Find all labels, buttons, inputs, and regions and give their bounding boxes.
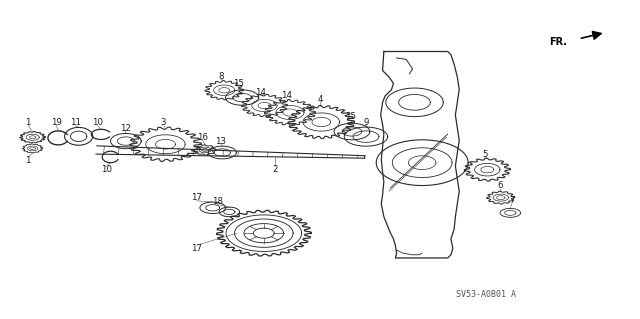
Text: 16: 16: [197, 133, 208, 142]
Text: 1: 1: [26, 156, 31, 165]
Text: SV53-A0B01 A: SV53-A0B01 A: [456, 290, 516, 299]
Text: 4: 4: [317, 95, 323, 104]
Text: 15: 15: [233, 79, 244, 88]
Text: 5: 5: [482, 150, 488, 159]
Text: 13: 13: [216, 137, 227, 145]
Text: 10: 10: [92, 118, 103, 127]
Text: FR.: FR.: [549, 37, 567, 47]
Text: 8: 8: [218, 72, 224, 81]
Text: 7: 7: [509, 196, 515, 205]
Text: 12: 12: [120, 124, 131, 133]
Text: 14: 14: [255, 88, 266, 97]
Text: 9: 9: [364, 117, 369, 127]
Text: 3: 3: [161, 118, 166, 127]
Text: 1: 1: [26, 118, 31, 127]
Text: 17: 17: [191, 193, 202, 202]
Text: 6: 6: [497, 181, 503, 190]
Text: 14: 14: [282, 92, 292, 100]
Text: 15: 15: [345, 112, 356, 121]
Text: 10: 10: [100, 165, 111, 174]
Text: 19: 19: [51, 118, 61, 127]
Text: 2: 2: [273, 165, 278, 174]
Text: 18: 18: [212, 197, 223, 206]
Text: 11: 11: [70, 118, 81, 127]
Text: 17: 17: [191, 244, 202, 253]
